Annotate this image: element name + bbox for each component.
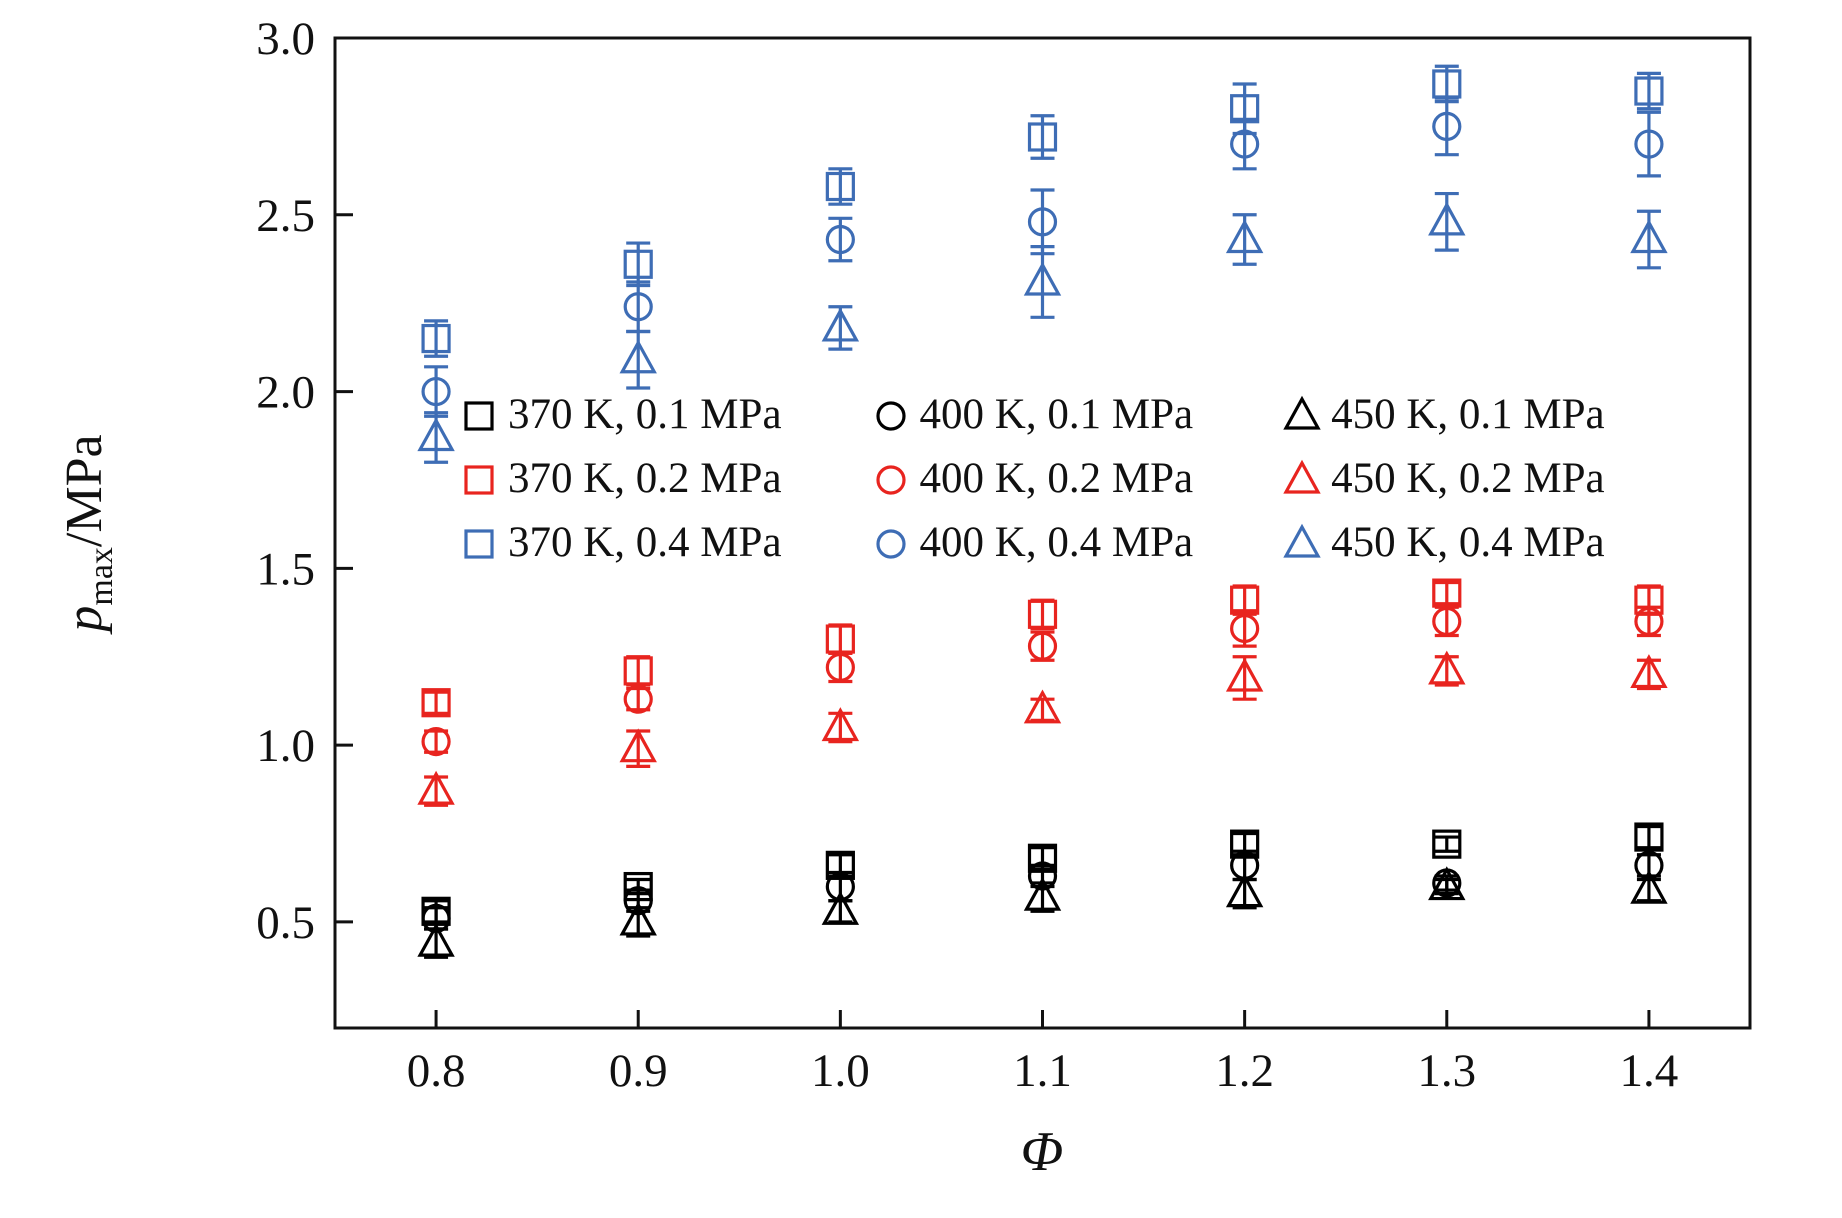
legend-label: 400 K, 0.1 MPa [919, 391, 1194, 438]
svg-text:0.9: 0.9 [609, 1045, 668, 1097]
y-axis-label-subscript: max [83, 547, 121, 606]
svg-text:0.5: 0.5 [256, 897, 315, 949]
series-400-K-0.2-MPa [421, 605, 1664, 757]
legend-item: 400 K, 0.1 MPa [868, 390, 1194, 439]
svg-text:0.8: 0.8 [407, 1045, 466, 1097]
legend-marker-square-icon [464, 464, 494, 495]
legend-label: 450 K, 0.4 MPa [1331, 519, 1605, 566]
legend-label: 400 K, 0.4 MPa [919, 519, 1194, 566]
legend-marker-triangle-icon [1283, 459, 1321, 494]
legend-item: 370 K, 0.4 MPa [456, 518, 782, 567]
x-tick-labels: 0.8 0.9 1.0 1.1 1.2 1.3 1.4 [407, 1045, 1679, 1097]
x-axis-label: Φ [1020, 1121, 1064, 1183]
svg-text:2.5: 2.5 [256, 190, 315, 242]
legend-item: 400 K, 0.2 MPa [868, 454, 1194, 503]
legend-item: 400 K, 0.4 MPa [868, 518, 1194, 567]
y-tick-labels: 0.5 1.0 1.5 2.0 2.5 3.0 [256, 13, 315, 949]
series-400-K-0.4-MPa [421, 96, 1664, 418]
legend-marker-square-icon [464, 400, 494, 431]
legend-item: 370 K, 0.1 MPa [456, 390, 782, 439]
legend-item: 450 K, 0.1 MPa [1279, 390, 1605, 439]
legend-marker-circle-icon [875, 400, 906, 431]
y-axis-label-symbol: p [55, 605, 113, 632]
y-axis-label-unit: /MPa [55, 434, 113, 548]
legend-label: 450 K, 0.1 MPa [1331, 391, 1605, 438]
svg-text:1.2: 1.2 [1215, 1045, 1274, 1097]
legend-marker-triangle-icon [1283, 523, 1321, 558]
svg-text:2.0: 2.0 [256, 367, 315, 419]
series-370-K-0.2-MPa [421, 578, 1664, 718]
series-450-K-0.2-MPa [417, 650, 1668, 807]
svg-text:1.3: 1.3 [1417, 1045, 1476, 1097]
y-axis-label: pmax/MPa [55, 434, 121, 631]
legend-item: 450 K, 0.2 MPa [1279, 454, 1605, 503]
legend-marker-square-icon [464, 528, 494, 559]
svg-text:1.1: 1.1 [1013, 1045, 1072, 1097]
series-450-K-0.4-MPa [417, 191, 1668, 464]
legend-item: 370 K, 0.2 MPa [456, 454, 782, 503]
svg-text:3.0: 3.0 [256, 13, 315, 65]
legend-label: 370 K, 0.4 MPa [508, 519, 782, 566]
legend-marker-triangle-icon [1283, 395, 1321, 430]
legend-label: 370 K, 0.2 MPa [508, 455, 782, 502]
axis-ticks [335, 36, 1651, 1028]
legend-marker-circle-icon [875, 464, 906, 495]
legend-marker-circle-icon [875, 528, 906, 559]
legend-item: 450 K, 0.4 MPa [1279, 518, 1605, 567]
legend-label: 370 K, 0.1 MPa [508, 391, 782, 438]
svg-text:1.5: 1.5 [256, 543, 315, 595]
legend-label: 400 K, 0.2 MPa [919, 455, 1194, 502]
svg-text:1.4: 1.4 [1620, 1045, 1679, 1097]
legend-label: 450 K, 0.2 MPa [1331, 455, 1605, 502]
series-450-K-0.1-MPa [417, 866, 1668, 959]
legend: 370 K, 0.1 MPa 370 K, 0.2 MPa 370 K, 0.4 M… [456, 390, 1605, 567]
svg-text:1.0: 1.0 [811, 1045, 870, 1097]
svg-text:1.0: 1.0 [256, 720, 315, 772]
